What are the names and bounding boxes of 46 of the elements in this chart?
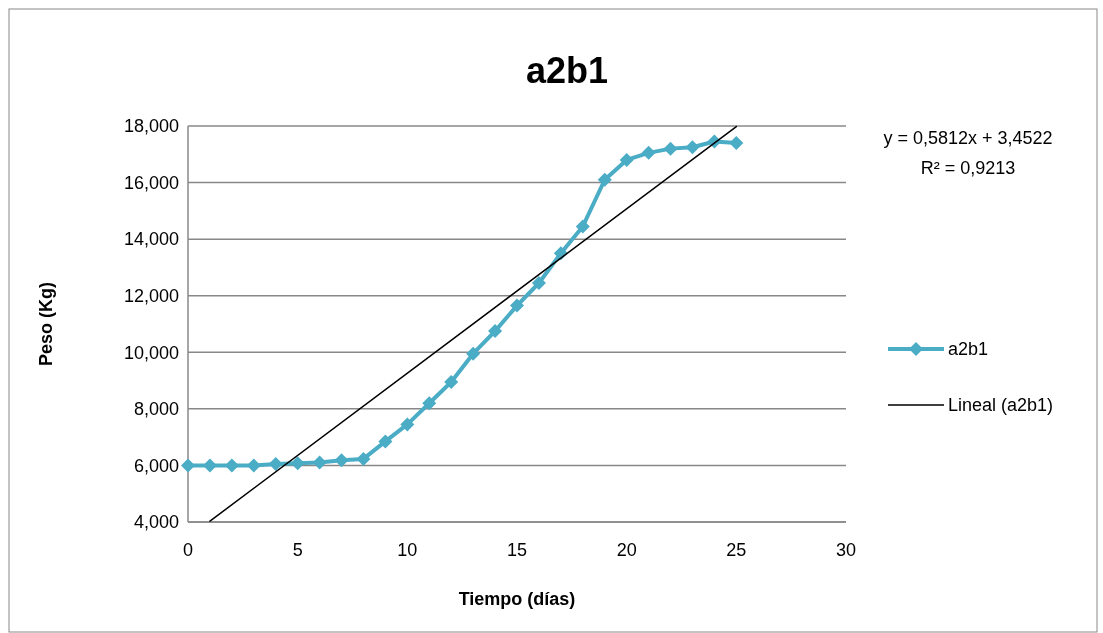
point [312,455,327,470]
point [531,275,546,290]
y-axis-title: Peso (Kg) [36,281,56,367]
point [290,456,305,471]
x-tick-label: 10 [397,540,418,560]
x-tick-label: 25 [726,540,747,560]
y-tick-label: 6,000 [133,455,179,476]
y-tick-label: 8,000 [133,399,179,420]
point [488,324,503,339]
y-tick-label: 14,000 [123,229,179,250]
point [619,152,634,167]
y-tick-label: 10,000 [123,342,179,363]
x-tick-label: 30 [835,540,857,560]
point [202,458,217,473]
point [663,141,678,156]
point [466,346,481,361]
x-tick-label: 5 [292,540,303,560]
text: y = 0,5812x + 3,4522 [883,128,1053,148]
point [575,219,590,234]
y-tick-label: 12,000 [123,286,179,307]
point [181,458,195,473]
y-tick-label: 4,000 [133,512,179,533]
point [685,140,700,155]
point [729,135,744,150]
point [422,396,437,411]
x-tick-label: 20 [616,540,637,560]
point [400,417,415,432]
text: R² = 0,9213 [920,158,1016,178]
legend-label: a2b1 [948,339,989,360]
point [444,374,459,389]
point [246,458,261,473]
point [597,172,612,187]
x-tick-label: 0 [182,540,194,560]
point [268,457,283,472]
legend-label: Lineal (a2b1) [948,395,1054,416]
point [641,145,656,160]
x-axis-title: Tiempo (días) [458,589,576,609]
point [378,434,393,449]
x-tick-label: 15 [506,540,528,560]
y-tick-label: 18,000 [123,116,179,137]
chart-title: a2b1 [525,50,609,91]
point [334,453,349,468]
point [356,451,371,466]
point [510,298,524,313]
point [224,458,239,473]
y-tick-label: 16,000 [123,172,179,193]
